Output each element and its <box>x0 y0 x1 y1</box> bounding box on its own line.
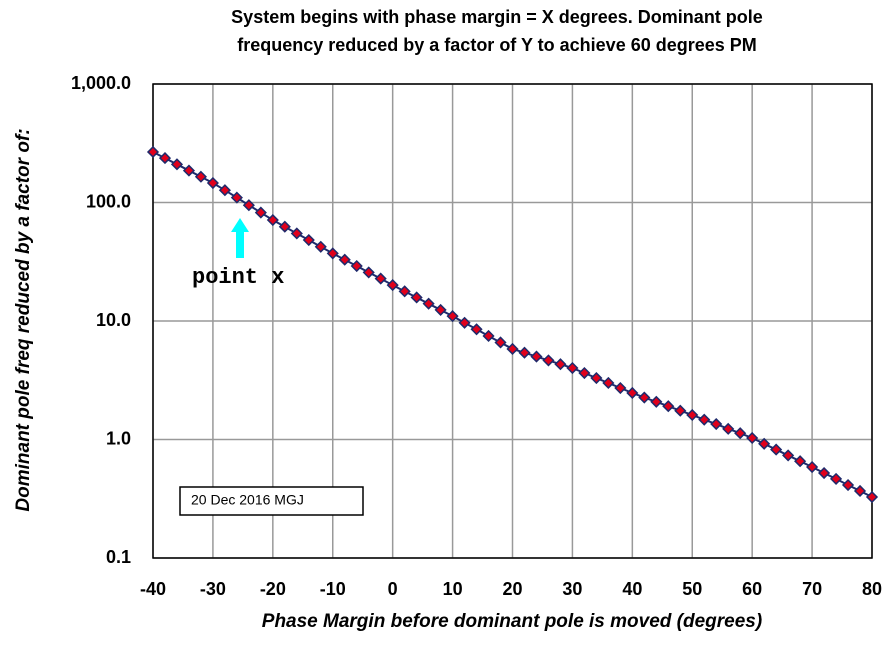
marker <box>434 303 447 316</box>
marker <box>566 361 579 375</box>
marker <box>314 240 327 253</box>
x-tick-label: -20 <box>260 579 286 599</box>
x-axis-label: Phase Margin before dominant pole is mov… <box>262 611 762 632</box>
annotation: point x <box>192 265 284 290</box>
x-tick-label: -30 <box>200 579 226 599</box>
marker <box>530 350 543 363</box>
marker <box>578 366 591 380</box>
marker <box>362 266 375 279</box>
chart-title: System begins with phase margin = X degr… <box>231 7 763 27</box>
marker <box>158 152 172 165</box>
x-tick-label: 0 <box>388 579 398 599</box>
x-tick-label: -40 <box>140 579 166 599</box>
marker <box>853 484 867 498</box>
y-tick-label: 1,000.0 <box>71 73 131 93</box>
marker <box>638 391 651 404</box>
marker <box>686 408 699 422</box>
date-box <box>179 486 364 516</box>
marker <box>806 460 819 474</box>
marker <box>614 381 627 395</box>
marker <box>218 184 231 197</box>
marker <box>554 358 567 371</box>
marker <box>422 297 435 310</box>
marker <box>758 437 771 450</box>
marker <box>194 170 207 183</box>
x-tick-label: 10 <box>443 579 463 599</box>
annotation: 20 Dec 2016 MGJ <box>191 492 304 508</box>
marker <box>242 199 255 212</box>
marker <box>841 478 855 492</box>
marker <box>146 145 160 159</box>
marker <box>865 490 879 504</box>
marker <box>482 329 495 343</box>
x-tick-label: 40 <box>622 579 642 599</box>
marker <box>398 285 411 298</box>
marker <box>506 342 519 356</box>
y-tick-label: 10.0 <box>96 310 131 330</box>
arrow <box>231 218 249 258</box>
x-tick-label: 50 <box>682 579 702 599</box>
marker <box>650 395 663 408</box>
marker <box>350 259 363 273</box>
x-tick-label: 30 <box>562 579 582 599</box>
marker <box>206 176 219 190</box>
marker <box>290 227 303 240</box>
marker <box>782 449 795 462</box>
y-tick-label: 1.0 <box>106 428 131 448</box>
marker <box>518 346 531 359</box>
x-tick-label: 60 <box>742 579 762 599</box>
x-tick-label: 20 <box>502 579 522 599</box>
marker <box>494 336 507 349</box>
y-tick-label: 0.1 <box>106 547 131 567</box>
plot-border <box>152 83 873 559</box>
marker <box>278 220 291 233</box>
marker <box>698 413 711 426</box>
x-tick-label: -10 <box>320 579 346 599</box>
marker <box>542 354 555 367</box>
y-axis-label: Dominant pole freq reduced by a factor o… <box>13 128 34 511</box>
marker <box>302 233 315 247</box>
marker <box>734 427 747 440</box>
marker <box>710 417 723 431</box>
marker <box>326 247 339 260</box>
marker <box>182 164 196 177</box>
marker <box>374 272 387 285</box>
marker <box>674 404 687 417</box>
marker <box>770 443 783 456</box>
marker <box>386 279 399 292</box>
y-tick-label: 100.0 <box>86 191 131 211</box>
marker <box>746 431 759 445</box>
marker <box>662 400 675 413</box>
marker <box>254 206 267 219</box>
marker <box>818 466 831 480</box>
marker <box>338 253 351 266</box>
x-tick-label: 70 <box>802 579 822 599</box>
marker <box>170 158 184 171</box>
marker <box>266 213 279 227</box>
marker <box>602 376 615 390</box>
marker <box>794 455 807 468</box>
marker <box>470 323 483 336</box>
marker <box>626 386 639 400</box>
marker <box>410 291 423 304</box>
marker <box>829 472 843 485</box>
marker <box>230 191 243 204</box>
x-tick-label: 80 <box>862 579 882 599</box>
marker <box>458 316 471 329</box>
marker <box>590 371 603 385</box>
chart-title: frequency reduced by a factor of Y to ac… <box>237 35 757 55</box>
marker <box>722 422 735 435</box>
marker <box>446 310 459 323</box>
